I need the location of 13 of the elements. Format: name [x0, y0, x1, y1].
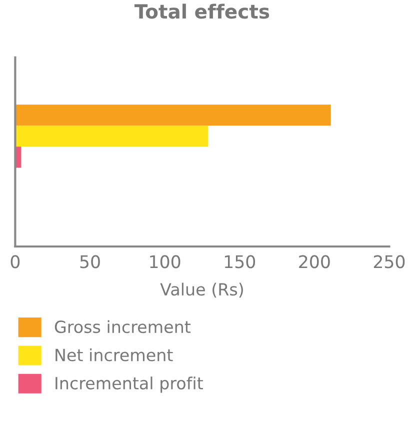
legend-label: Incremental profit [56, 376, 203, 393]
legend-label: Gross increment [54, 320, 191, 334]
x-tick-label: 150 [224, 255, 256, 268]
bar [15, 104, 331, 126]
x-tick-label: 200 [299, 255, 330, 268]
x-tick-label: 250 [374, 255, 405, 268]
x-axis-title: Value (Rs) [160, 282, 243, 298]
bar [15, 126, 208, 147]
x-tick-label: 100 [150, 255, 180, 268]
x-tick-label: 50 [80, 255, 100, 268]
chart-title: Total effects [134, 4, 270, 19]
x-tick-label: 0 [10, 255, 20, 268]
legend-label: Net increment [56, 348, 173, 362]
